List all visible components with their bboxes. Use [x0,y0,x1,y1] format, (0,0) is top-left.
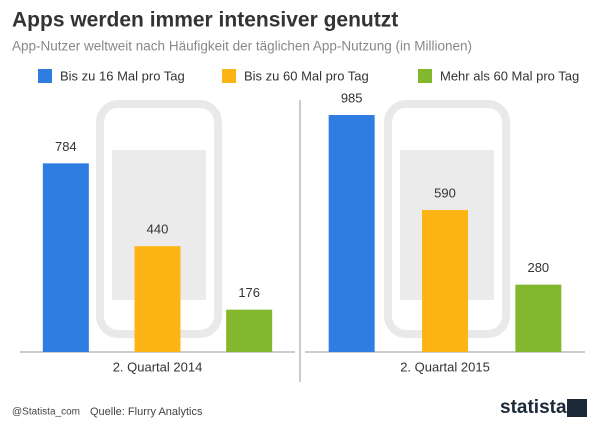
data-label: 440 [147,222,169,237]
legend-label: Bis zu 16 Mal pro Tag [60,68,185,83]
data-label: 590 [434,185,456,200]
bar [134,246,181,352]
bar [226,309,273,352]
credit: @Statista_com [12,407,80,418]
legend-swatch [222,69,236,83]
data-label: 784 [55,139,77,154]
data-label: 985 [341,90,363,105]
bar [515,284,562,352]
data-label: 176 [238,285,260,300]
brand-logo: statista [500,397,567,418]
bar [422,210,468,352]
chart-subtitle: App-Nutzer weltweit nach Häufigkeit der … [12,39,472,54]
legend-swatch [418,69,432,83]
x-tick-label: 2. Quartal 2015 [400,359,490,374]
legend-label: Mehr als 60 Mal pro Tag [440,68,579,83]
data-label: 280 [527,260,549,275]
brand-icon [567,399,587,417]
chart-title: Apps werden immer intensiver genutzt [12,9,398,32]
source: Quelle: Flurry Analytics [90,406,203,418]
x-tick-label: 2. Quartal 2014 [113,359,203,374]
bar [328,115,375,352]
legend-label: Bis zu 60 Mal pro Tag [244,68,369,83]
legend-swatch [38,69,52,83]
bar [42,163,89,352]
